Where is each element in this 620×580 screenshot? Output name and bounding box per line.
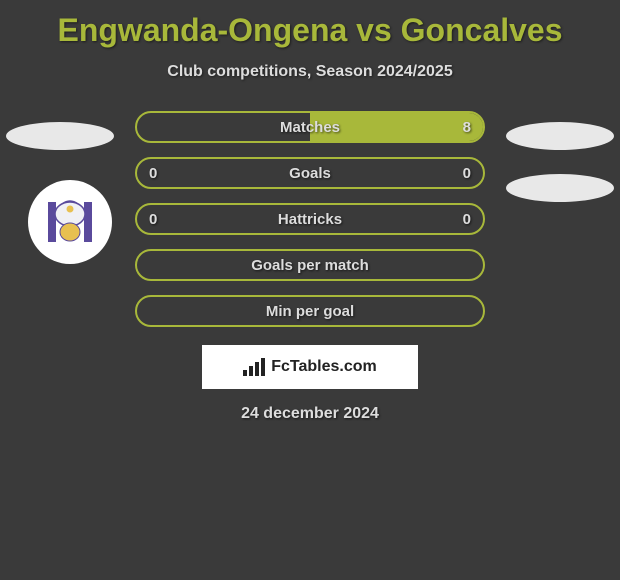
stat-row-hattricks: 0 Hattricks 0 [135,203,485,235]
stat-row-goals: 0 Goals 0 [135,157,485,189]
stat-label: Goals per match [251,257,369,274]
stat-right-value: 0 [463,165,471,182]
branding-label: FcTables.com [271,358,377,376]
page-title: Engwanda-Ongena vs Goncalves [0,0,620,49]
stat-label: Goals [289,165,331,182]
bar-chart-icon [243,358,265,376]
stat-left-value: 0 [149,165,157,182]
branding-box[interactable]: FcTables.com [202,345,418,389]
stats-table: Matches 8 0 Goals 0 0 Hattricks 0 Goals … [135,111,485,327]
stat-row-mpg: Min per goal [135,295,485,327]
date-label: 24 december 2024 [0,405,620,423]
page-subtitle: Club competitions, Season 2024/2025 [0,63,620,81]
stat-row-matches: Matches 8 [135,111,485,143]
stat-label: Hattricks [278,211,342,228]
player-left-avatar-placeholder [6,122,114,150]
stat-left-value: 0 [149,211,157,228]
stat-label: Matches [280,119,340,136]
club-left-logo [28,180,112,264]
stat-label: Min per goal [266,303,354,320]
stat-right-value: 8 [463,119,471,136]
player-right-avatar-placeholder [506,122,614,150]
club-right-logo-placeholder [506,174,614,202]
stat-right-value: 0 [463,211,471,228]
anderlecht-crest-icon [40,192,100,252]
stat-row-gpm: Goals per match [135,249,485,281]
